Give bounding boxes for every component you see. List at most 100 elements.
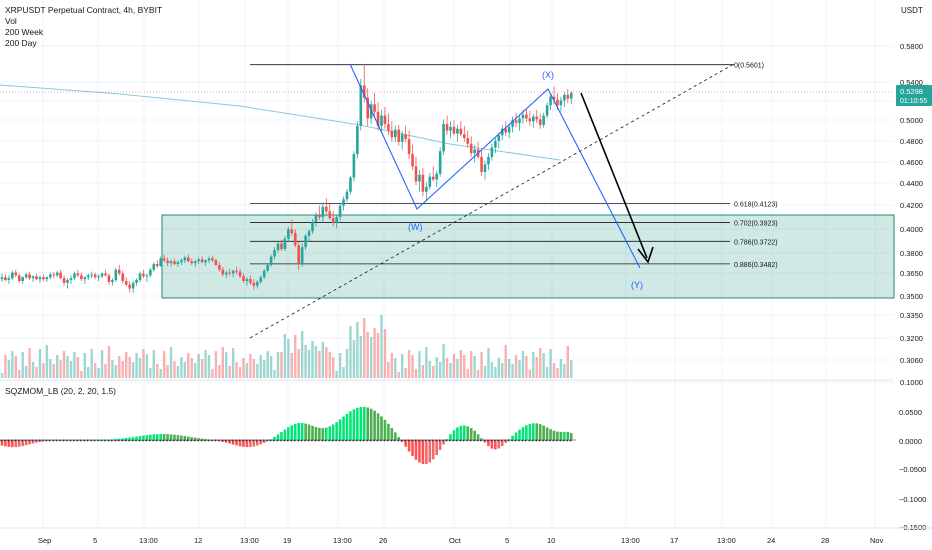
sqz-cross: + [317,439,320,445]
sqz-cross: + [176,439,179,445]
sqz-bar [259,440,263,445]
price-tick-label: 0.4000 [900,225,923,234]
symbol-title[interactable]: XRPUSDT Perpetual Contract, 4h, BYBIT [5,5,163,15]
candle-body [483,164,487,172]
sqz-cross: + [52,439,55,445]
sqz-cross: + [531,439,534,445]
sqz-bar [404,440,407,447]
sqz-cross: + [104,439,107,445]
price-tick-label: 0.5400 [900,78,923,87]
sqz-bar [569,432,573,440]
candle-body [504,128,507,133]
sqz-cross: + [331,439,334,445]
candle-body [563,94,566,101]
candle-body [521,114,525,119]
sqz-bar [314,426,318,440]
volume-bar [159,369,162,378]
candle-body [359,85,363,126]
volume-bar [104,364,107,378]
candle-body [500,128,504,136]
sqz-cross: + [231,439,234,445]
sqz-bar [428,440,432,463]
sqz-cross: + [566,439,569,445]
study-200-week[interactable]: 200 Week [5,27,44,37]
sqz-cross: + [41,439,44,445]
volume-bar [311,341,314,378]
volume-bar [173,361,176,378]
volume-bar [504,345,507,378]
candle-body [107,275,111,282]
sqz-cross: + [17,439,20,445]
indicator-tick-label: −0.0500 [899,465,926,474]
volume-bar [28,348,31,378]
candle-body [569,93,573,99]
volume-bar [300,331,304,378]
candle-body [411,154,414,167]
study-vol[interactable]: Vol [5,16,17,26]
candle-body [162,258,166,261]
candle-body [511,120,514,127]
sqz-cross: + [438,439,441,445]
sqz-cross: + [383,439,386,445]
volume-bar [421,365,425,378]
sqz-cross: + [48,439,51,445]
candle-body [204,260,207,263]
volume-bar [100,350,104,378]
volume-bar [135,353,138,378]
volume-bar [559,359,563,378]
candle-body [380,115,383,126]
sqz-cross: + [100,439,103,445]
sqz-bar [321,428,325,440]
sqz-bar [559,431,563,440]
candle-body [545,105,549,116]
sqz-bar [304,423,307,440]
study-200-day[interactable]: 200 Day [5,38,37,48]
candle-body [187,257,190,262]
volume-bar [345,349,349,378]
time-tick-label: 19 [283,536,291,545]
candle-body [45,277,49,280]
sqz-cross: + [0,439,3,445]
sqz-bar [487,440,490,447]
volume-bar [470,351,473,378]
sqz-bar [124,438,128,440]
sqz-cross: + [266,439,269,445]
volume-bar [273,370,276,378]
candle-body [176,262,180,265]
fib-level-label: 0.702(0.3923) [734,220,778,227]
sqz-cross: + [549,439,552,445]
candle-body [207,258,211,261]
indicator-legend[interactable]: SQZMOM_LB (20, 2, 20, 1.5) [5,386,117,396]
candle-body [245,279,249,281]
sqz-cross: + [373,439,376,445]
sqz-bar [187,436,190,440]
candle-body [173,261,176,265]
volume-bar [14,356,17,378]
candle-body [366,97,369,119]
sqz-cross: + [421,439,424,445]
sqz-bar [204,438,207,440]
candle-body [321,206,325,218]
candle-body [331,218,335,223]
volume-bar [307,350,311,378]
candle-body [193,261,197,264]
sqz-cross: + [66,439,69,445]
sqz-bar [28,440,31,445]
sqz-cross: + [552,439,555,445]
candle-body [31,276,35,279]
sqz-bar [159,434,162,440]
sqz-cross: + [480,439,483,445]
volume-bar [401,354,404,378]
time-tick-label: Oct [449,536,462,545]
currency-label[interactable]: USDT [901,6,923,15]
volume-bar [280,352,283,378]
candle-body [69,278,73,281]
candle-body [235,270,238,272]
sqz-cross: + [435,439,438,445]
candle-body [14,272,18,276]
sqz-cross: + [328,439,331,445]
candle-body [328,211,332,219]
sqz-cross: + [135,439,138,445]
volume-bar [283,334,287,378]
